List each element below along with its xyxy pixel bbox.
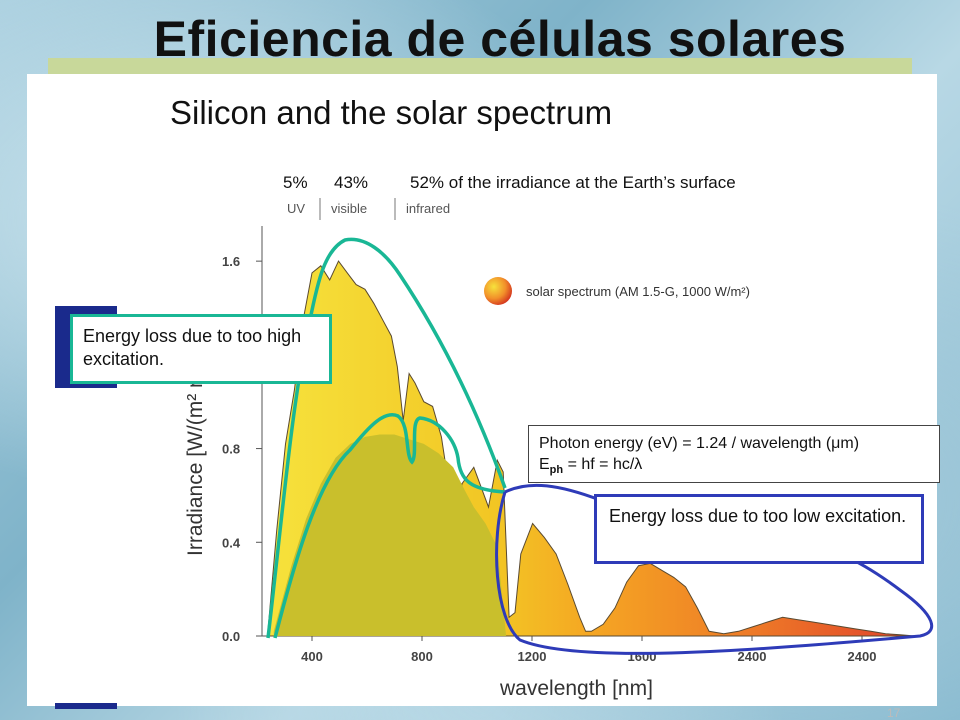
title-underline-band	[48, 58, 912, 74]
band-percent-infrared: 52% of the irradiance at the Earth’s sur…	[410, 173, 736, 192]
silicon-absorption-area	[273, 434, 507, 636]
eph-symbol: E	[539, 456, 550, 473]
x-tick-label: 2400	[738, 649, 767, 664]
x-tick-label: 800	[411, 649, 433, 664]
band-percent-uv: 5%	[283, 173, 308, 192]
eph-subscript: ph	[549, 464, 564, 477]
eph-formula: = hf = hc/λ	[563, 456, 643, 473]
band-label-uv: UV	[287, 201, 305, 216]
y-tick-label: 1.6	[222, 254, 240, 269]
band-percent-visible: 43%	[334, 173, 368, 192]
y-tick-label: 0.8	[222, 442, 240, 457]
y-tick-label: 0.0	[222, 629, 240, 644]
x-tick-label: 1200	[518, 649, 547, 664]
page-number: 17	[887, 706, 901, 720]
photon-energy-formula: Photon energy (eV) = 1.24 / wavelength (…	[528, 425, 940, 483]
legend-swatch-icon	[484, 277, 512, 305]
x-tick-label: 400	[301, 649, 323, 664]
y-tick-label: 0.4	[222, 535, 241, 550]
y-axis-label: Irradiance [W/(m² nm)]	[184, 346, 207, 556]
photon-energy-eph-line: Eph = hf = hc/λ	[539, 454, 929, 481]
x-axis-label: wavelength [nm]	[499, 677, 653, 700]
x-tick-label: 2400	[848, 649, 877, 664]
legend-label: solar spectrum (AM 1.5-G, 1000 W/m²)	[526, 284, 750, 299]
band-label-visible: visible	[331, 201, 367, 216]
high-excitation-callout: Energy loss due to too high excitation.	[70, 314, 332, 384]
slide-subtitle: Silicon and the solar spectrum	[170, 94, 613, 131]
x-tick-label: 1600	[628, 649, 657, 664]
low-excitation-outline	[495, 483, 934, 655]
side-tab-marker-bottom	[55, 703, 117, 709]
high-excitation-outline	[266, 237, 507, 639]
low-excitation-callout: Energy loss due to too low excitation.	[594, 494, 924, 564]
photon-energy-line: Photon energy (eV) = 1.24 / wavelength (…	[539, 435, 860, 452]
slide-title: Eficiencia de células solares	[153, 11, 847, 67]
silicon-bandgap-outline	[273, 413, 506, 639]
band-label-infrared: infrared	[406, 201, 450, 216]
